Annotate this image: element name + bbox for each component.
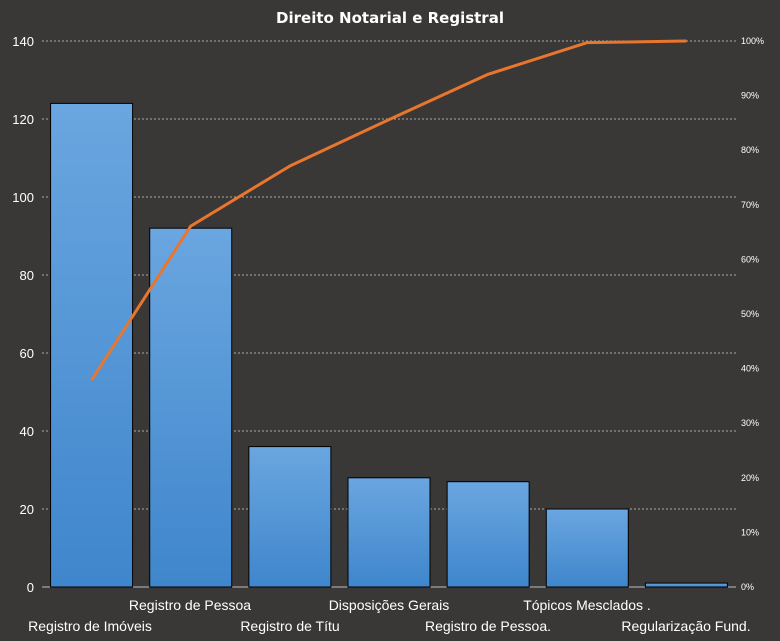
x-axis: Registro de Imóveis Registro de Pessoa Reg…: [28, 597, 750, 634]
x-tick-label: Tópicos Mesclados .: [523, 597, 651, 613]
y-tick-label: 80: [20, 268, 34, 283]
x-tick-label: Disposições Gerais: [329, 597, 450, 613]
y2-tick-label: 60%: [741, 254, 759, 264]
cumulative-percent-line: [90, 39, 687, 381]
y-tick-label: 100: [12, 190, 34, 205]
bar: [446, 481, 530, 588]
y2-tick-label: 70%: [741, 200, 759, 210]
y-tick-label: 40: [20, 424, 34, 439]
chart-title: Direito Notarial e Registral: [276, 9, 504, 27]
y2-tick-label: 20%: [741, 473, 759, 483]
x-tick-label: Registro de Pessoa: [129, 597, 251, 613]
y-tick-label: 0: [27, 580, 34, 595]
y-axis-right: 0% 10% 20% 30% 40% 50% 60% 70% 80% 90% 100%: [741, 36, 764, 592]
y2-tick-label: 10%: [741, 527, 759, 537]
x-tick-label: Registro de Imóveis: [28, 618, 152, 634]
y-tick-label: 120: [12, 112, 34, 127]
y2-tick-label: 50%: [741, 309, 759, 319]
bar: [545, 508, 629, 588]
bar: [347, 477, 431, 588]
y2-tick-label: 40%: [741, 364, 759, 374]
y2-tick-label: 80%: [741, 145, 759, 155]
bar: [644, 582, 728, 588]
y-axis-left: 0 20 40 60 80 100 120 140: [12, 34, 34, 595]
y2-tick-label: 30%: [741, 418, 759, 428]
y-tick-label: 60: [20, 346, 34, 361]
cumulative-line: [90, 39, 687, 381]
x-tick-label: Registro de Títu: [240, 618, 339, 634]
y-tick-label: 140: [12, 34, 34, 49]
bar: [149, 227, 233, 588]
x-tick-label: Registro de Pessoa.: [425, 618, 551, 634]
y-tick-label: 20: [20, 502, 34, 517]
bar: [50, 102, 134, 588]
bar: [248, 446, 332, 588]
y2-tick-label: 0%: [741, 582, 754, 592]
y2-tick-label: 100%: [741, 36, 764, 46]
y2-tick-label: 90%: [741, 91, 759, 101]
bars: [50, 102, 728, 588]
x-tick-label: Regularização Fund.: [621, 618, 750, 634]
